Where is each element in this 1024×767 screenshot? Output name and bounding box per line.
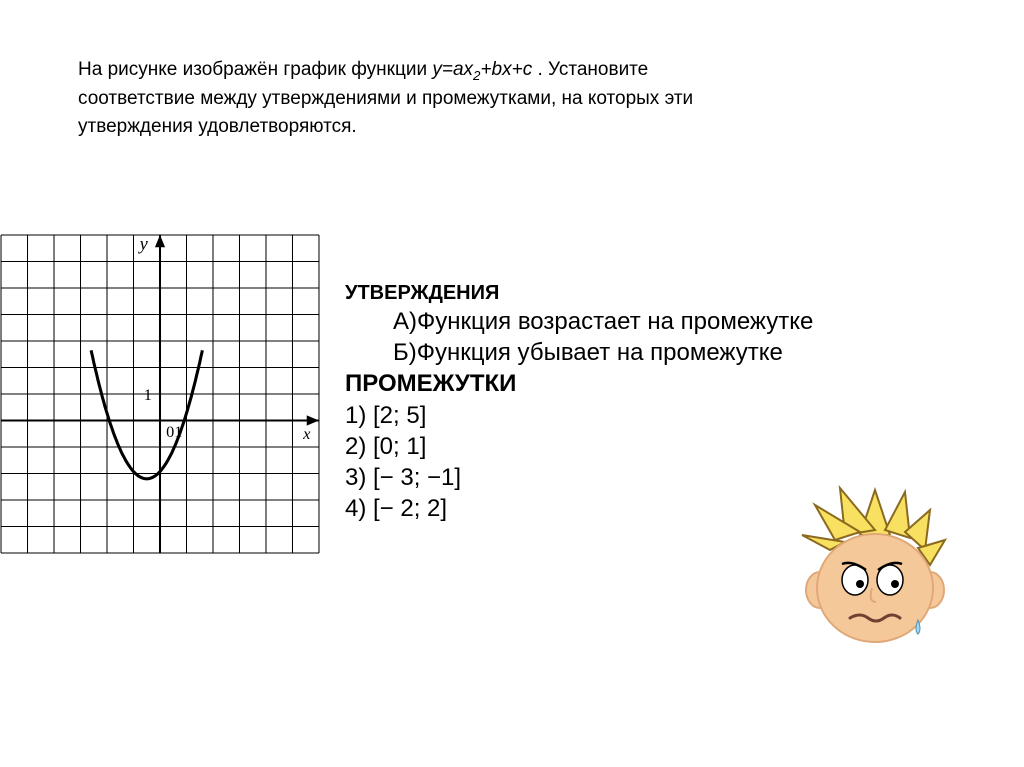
statement-b: Б)Функция убывает на промежутке <box>345 337 813 368</box>
svg-text:1: 1 <box>144 385 152 404</box>
option-3: 3) [− 3; −1] <box>345 462 813 493</box>
statement-a: А)Функция возрастает на промежутке <box>345 306 813 337</box>
problem-line3: утверждения удовлетворяются. <box>78 116 357 137</box>
heading-statements: УТВЕРЖДЕНИЯ <box>345 280 813 306</box>
svg-text:01: 01 <box>166 422 182 441</box>
heading-intervals: ПРОМЕЖУТКИ <box>345 368 813 399</box>
problem-line1-post: . Установите <box>532 59 648 80</box>
function-graph: y x 1 01 <box>0 234 320 554</box>
answers-block: УТВЕРЖДЕНИЯ А)Функция возрастает на пром… <box>345 280 813 524</box>
problem-line1-pre: На рисунке изображён график функции <box>78 59 432 80</box>
svg-text:y: y <box>138 234 149 253</box>
svg-text:x: x <box>302 424 311 443</box>
problem-func2: +bx+c <box>480 59 532 80</box>
option-2: 2) [0; 1] <box>345 431 813 462</box>
cartoon-face-icon <box>790 480 960 650</box>
problem-func1: y=ax <box>432 59 473 80</box>
graph-svg: y x 1 01 <box>0 234 320 554</box>
option-4: 4) [− 2; 2] <box>345 493 813 524</box>
cartoon-svg <box>790 480 960 650</box>
problem-statement: На рисунке изображён график функции y=ax… <box>78 56 798 140</box>
option-1: 1) [2; 5] <box>345 400 813 431</box>
problem-line2: соответствие между утверждениями и проме… <box>78 88 693 109</box>
